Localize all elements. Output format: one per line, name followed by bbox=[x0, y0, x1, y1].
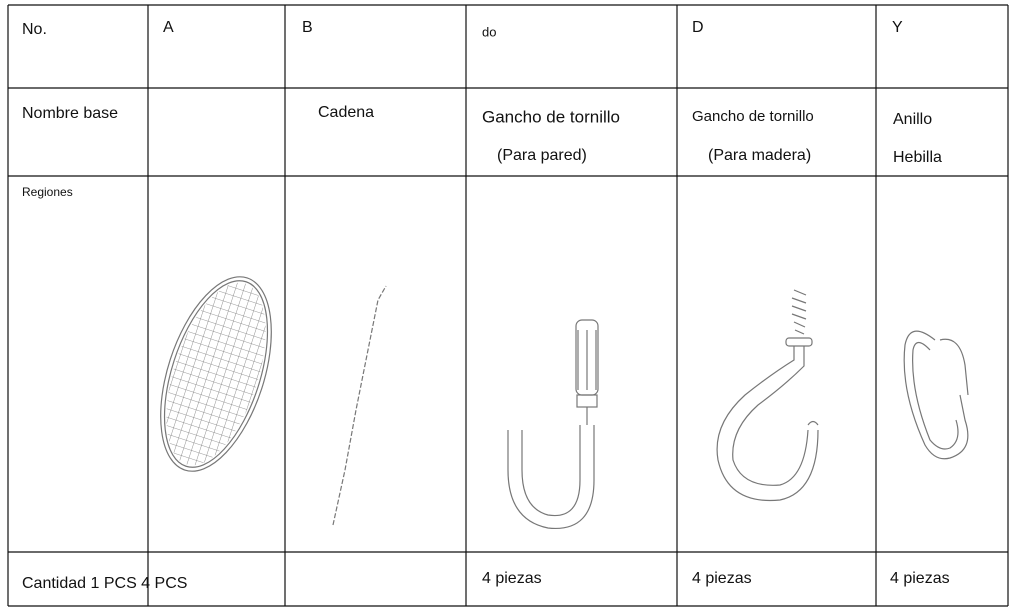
cell-text: (Para madera) bbox=[708, 147, 811, 164]
cell-text: A bbox=[163, 19, 174, 36]
cell-text: 4 piezas bbox=[482, 570, 542, 587]
cell-text: B bbox=[302, 19, 313, 36]
cell-text: Regiones bbox=[22, 185, 73, 199]
net-drawing bbox=[146, 270, 286, 478]
chain-drawing bbox=[332, 285, 387, 526]
cell-text: D bbox=[692, 19, 704, 36]
table-borders bbox=[7, 4, 1009, 607]
wall-hook-drawing bbox=[507, 319, 599, 530]
ring-drawing bbox=[903, 330, 969, 460]
cell-text: Cantidad 1 PCS 4 PCS bbox=[22, 575, 187, 592]
cell-text: No. bbox=[22, 21, 47, 38]
cell-text: Gancho de tornillo bbox=[692, 108, 814, 125]
wood-hook-drawing bbox=[716, 289, 819, 502]
cell-text: Cadena bbox=[318, 104, 374, 121]
cell-text: 4 piezas bbox=[890, 570, 950, 587]
cell-text: do bbox=[482, 24, 496, 39]
cell-text: Nombre base bbox=[22, 105, 118, 122]
cell-text: Gancho de tornillo bbox=[482, 107, 620, 126]
cell-text: 4 piezas bbox=[692, 570, 752, 587]
cell-text: Anillo bbox=[893, 111, 932, 128]
cell-text: Hebilla bbox=[893, 149, 942, 166]
cell-text: (Para pared) bbox=[497, 147, 587, 164]
cell-text: Y bbox=[892, 19, 903, 36]
